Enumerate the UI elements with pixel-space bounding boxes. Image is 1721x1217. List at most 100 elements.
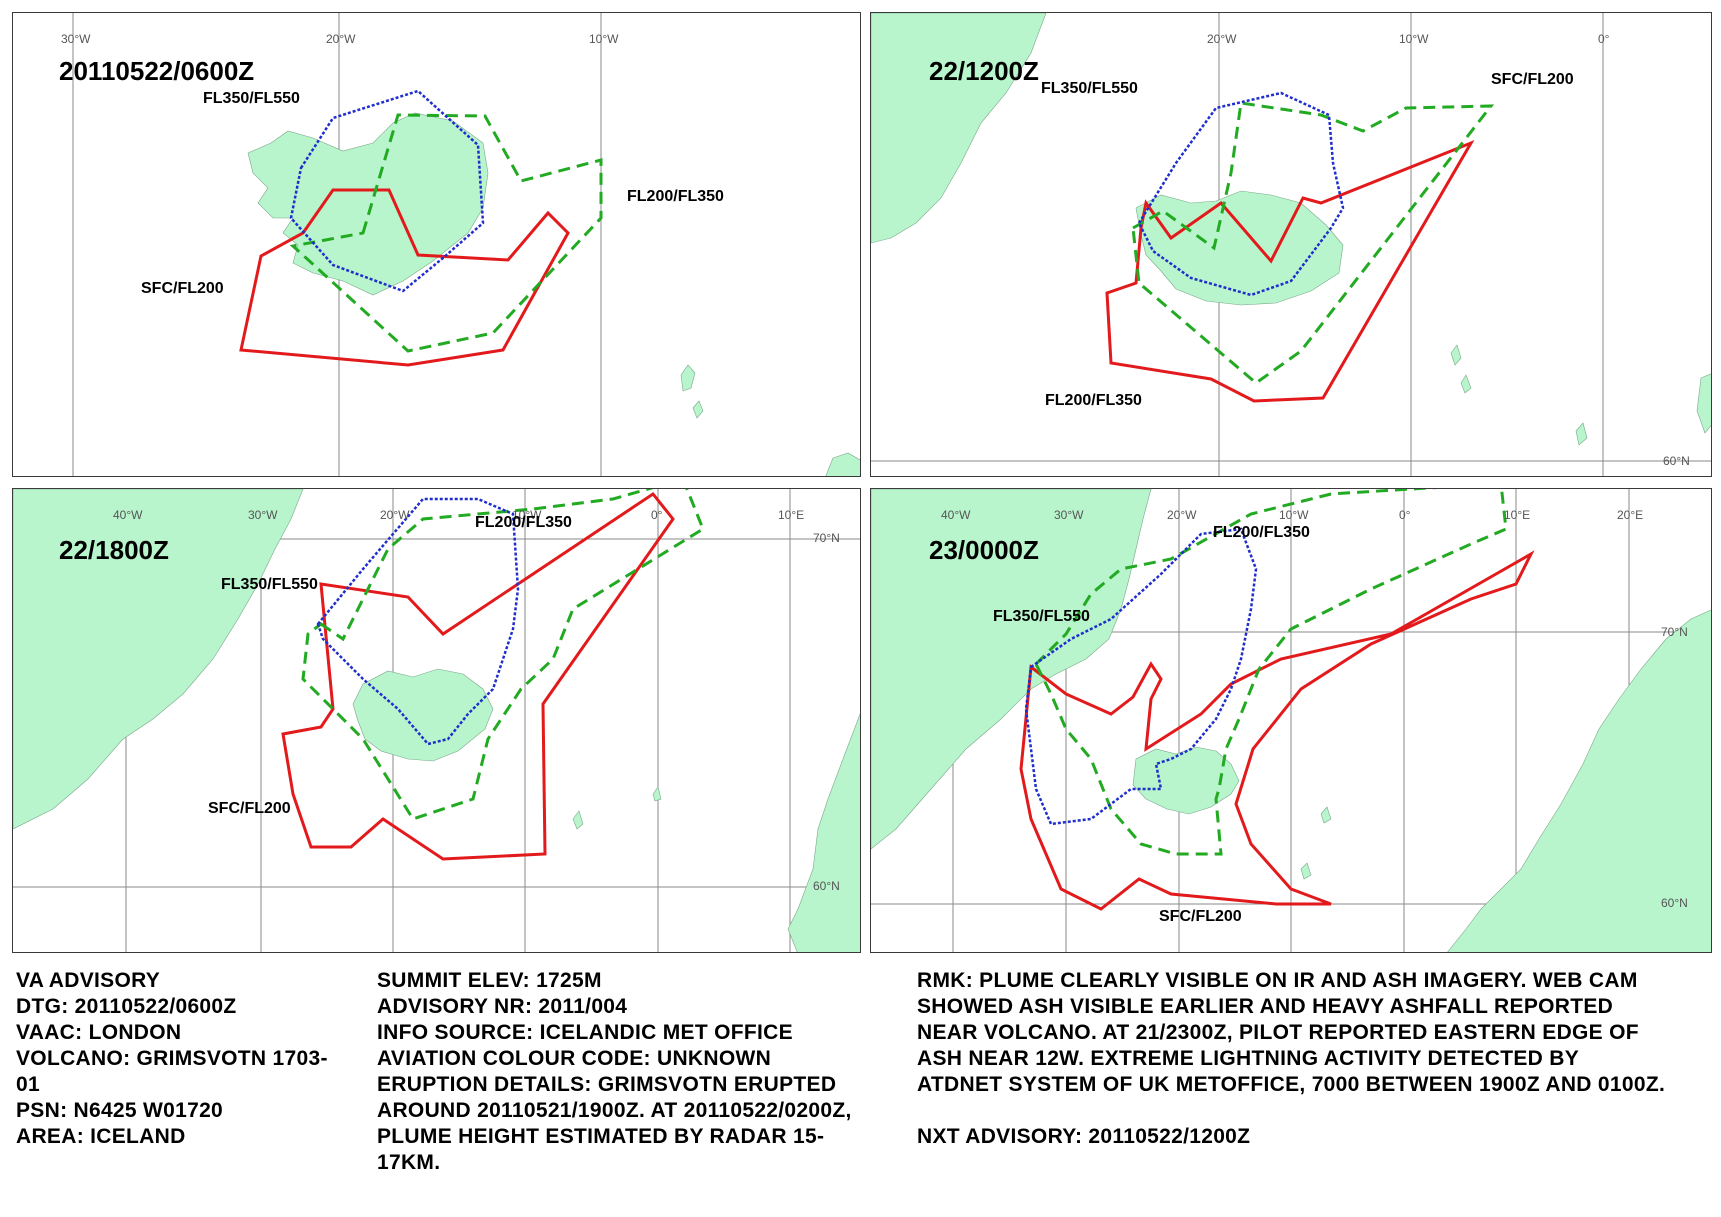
sfc-fl200-zone [1105,139,1475,403]
advisory-line: INFO SOURCE: ICELANDIC MET OFFICE [377,1021,793,1044]
label-sfc-fl200: SFC/FL200 [208,800,291,817]
advisory-line: DTG: 20110522/0600Z [16,995,237,1018]
coast-fragment [1696,373,1711,434]
greenland-landmass [871,13,1047,244]
lon-tick: 40°W [113,508,143,522]
fl350-fl550-zone [1024,527,1258,826]
lon-tick: 20°W [1207,32,1237,46]
islet [1320,806,1332,824]
lon-tick: 10°W [589,32,619,46]
iceland-landmass [1135,190,1344,306]
fl200-fl350-zone [289,113,603,353]
label-fl200-fl350: FL200/FL350 [1213,524,1310,541]
label-sfc-fl200: SFC/FL200 [1491,71,1574,88]
lon-tick: 10°E [778,508,805,522]
greenland-landmass [13,489,304,830]
map-panel-0000z: 40°W 30°W 20°W 10°W 0° 10°E 20°E 70°N 60… [870,488,1712,953]
advisory-line: 01 [16,1073,40,1096]
coast-fragment [825,452,860,476]
lon-tick: 20°W [380,508,410,522]
lon-tick: 0° [651,508,663,522]
label-fl350-fl550: FL350/FL550 [993,608,1090,625]
lon-tick: 0° [1399,508,1411,522]
label-fl350-fl550: FL350/FL550 [1041,80,1138,97]
advisory-line: SHOWED ASH VISIBLE EARLIER AND HEAVY ASH… [917,995,1614,1018]
lon-tick: 30°W [248,508,278,522]
advisory-line: NEAR VOLCANO. AT 21/2300Z, PILOT REPORTE… [917,1021,1639,1044]
islet [1575,422,1588,446]
label-fl350-fl550: FL350/FL550 [221,576,318,593]
islet [1300,862,1312,880]
advisory-line: 17KM. [377,1151,441,1174]
lon-tick: 20°W [1167,508,1197,522]
lon-tick: 30°W [61,32,91,46]
lon-tick: 20°W [326,32,356,46]
label-fl200-fl350: FL200/FL350 [1045,392,1142,409]
advisory-line: VOLCANO: GRIMSVOTN 1703- [16,1047,328,1070]
islet [572,810,584,830]
lon-tick: 10°W [1399,32,1429,46]
map-panel-0600z: 30°W 20°W 10°W 20110522/0600Z FL350/FL55… [12,12,861,477]
map-svg-1200z [871,13,1711,476]
advisory-line [917,1098,1665,1124]
lon-tick: 0° [1598,32,1610,46]
islet [1450,344,1462,366]
lon-tick: 30°W [1054,508,1084,522]
lat-tick: 60°N [1663,454,1690,468]
map-panel-1800z: 40°W 30°W 20°W 10°W 0° 10°E 70°N 60°N 22… [12,488,861,953]
fl350-fl550-zone [1137,91,1345,297]
map-svg-1800z [13,489,860,952]
advisory-line: SUMMIT ELEV: 1725M [377,969,602,992]
panel-time: 22/1800Z [59,535,169,565]
fl350-fl550-zone [316,497,520,746]
advisory-col-3: RMK: PLUME CLEARLY VISIBLE ON IR AND ASH… [917,968,1665,1150]
panel-time: 20110522/0600Z [59,56,255,86]
advisory-line: NXT ADVISORY: 20110522/1200Z [917,1125,1251,1148]
advisory-line: ADVISORY NR: 2011/004 [377,995,628,1018]
islet [692,400,704,419]
lat-tick: 60°N [813,879,840,893]
advisory-line: AVIATION COLOUR CODE: UNKNOWN [377,1047,772,1070]
label-fl200-fl350: FL200/FL350 [475,514,572,531]
label-sfc-fl200: SFC/FL200 [141,280,224,297]
lon-tick: 10°E [1504,508,1531,522]
iceland-landmass [247,112,489,296]
advisory-line: PSN: N6425 W01720 [16,1099,224,1122]
advisory-line: AREA: ICELAND [16,1125,186,1148]
advisory-line: ASH NEAR 12W. EXTREME LIGHTNING ACTIVITY… [917,1047,1579,1070]
lon-tick: 20°E [1617,508,1644,522]
advisory-line: VA ADVISORY [16,969,161,992]
lon-tick: 10°W [512,508,542,522]
lon-tick: 40°W [941,508,971,522]
advisory-line: PLUME HEIGHT ESTIMATED BY RADAR 15- [377,1125,825,1148]
label-fl350-fl550: FL350/FL550 [203,90,300,107]
map-svg-0000z [871,489,1711,952]
sfc-fl200-zone [281,491,675,861]
lat-tick: 60°N [1661,896,1688,910]
advisory-col-2: SUMMIT ELEV: 1725M ADVISORY NR: 2011/004… [377,968,852,1176]
islet [1460,374,1472,394]
greenland-landmass [871,489,1152,850]
panel-time: 22/1200Z [929,56,1039,86]
advisory-line: ATDNET SYSTEM OF UK METOFFICE, 7000 BETW… [917,1073,1666,1096]
lon-tick: 10°W [1279,508,1309,522]
map-svg-0600z [72,13,860,476]
lat-tick: 70°N [1661,625,1688,639]
fl200-fl350-zone [1034,489,1508,856]
lat-tick: 70°N [813,531,840,545]
islet [680,364,696,392]
islet [652,786,662,802]
scandinavia-landmass [1447,609,1711,952]
label-sfc-fl200: SFC/FL200 [1159,908,1242,925]
sfc-fl200-zone [239,188,570,367]
map-panel-1200z: 20°W 10°W 0° 60°N 22/1200Z FL350/FL550 S… [870,12,1712,477]
panel-time: 23/0000Z [929,535,1039,565]
advisory-line: RMK: PLUME CLEARLY VISIBLE ON IR AND ASH… [917,969,1638,992]
label-fl200-fl350: FL200/FL350 [627,188,724,205]
advisory-line: VAAC: LONDON [16,1021,182,1044]
iceland-landmass [352,668,494,762]
fl200-fl350-zone [1131,101,1495,385]
advisory-col-1: VA ADVISORY DTG: 20110522/0600Z VAAC: LO… [16,968,328,1150]
advisory-line: AROUND 20110521/1900Z. AT 20110522/0200Z… [377,1099,852,1122]
advisory-line: ERUPTION DETAILS: GRIMSVOTN ERUPTED [377,1073,837,1096]
